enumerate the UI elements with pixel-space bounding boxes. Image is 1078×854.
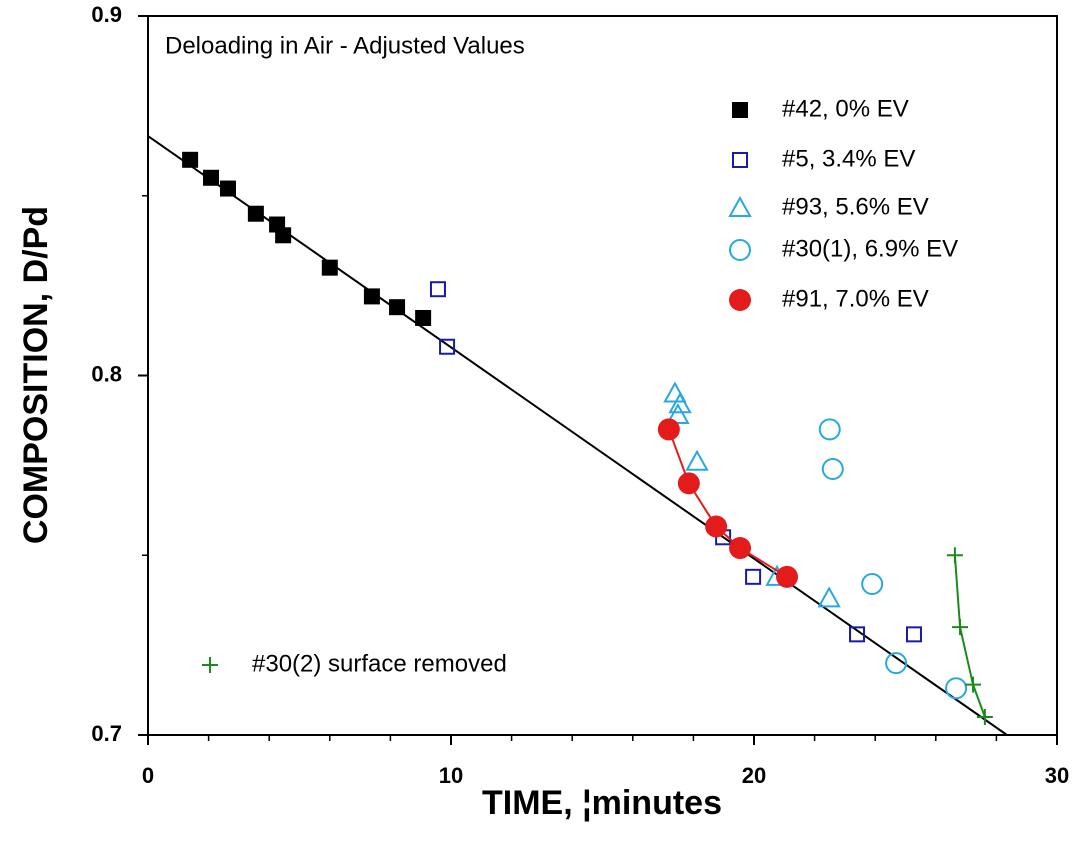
legend-marker: [728, 195, 752, 217]
legend-label: #93, 5.6% EV: [782, 193, 929, 220]
point: [219, 180, 236, 197]
point: [389, 299, 406, 316]
point: [677, 472, 700, 495]
x-tick-label: 10: [439, 763, 463, 788]
point: [182, 151, 199, 168]
series-line: [953, 555, 986, 718]
point: [821, 457, 844, 480]
legend-label: #30(1), 6.9% EV: [782, 235, 958, 262]
point: [275, 227, 292, 244]
x-tick-label: 20: [742, 763, 766, 788]
point: [817, 586, 841, 608]
point: [203, 169, 220, 186]
point: [849, 626, 866, 643]
point: [729, 537, 752, 560]
legend-label: #42, 0% EV: [782, 95, 909, 122]
legend-label: #5, 3.4% EV: [782, 145, 915, 172]
point: [745, 568, 762, 585]
point: [776, 565, 799, 588]
point: [905, 626, 922, 643]
point: [668, 392, 692, 414]
legend-label: #30(2) surface removed: [252, 650, 507, 677]
legend-marker: [202, 657, 218, 673]
y-tick-label: 0.9: [91, 2, 122, 27]
point: [685, 449, 709, 471]
annotation: Deloading in Air - Adjusted Values: [165, 32, 525, 59]
point: [885, 652, 908, 675]
point: [321, 259, 338, 276]
point: [666, 402, 690, 425]
point: [945, 677, 968, 700]
series-line: [667, 429, 788, 578]
point: [861, 573, 884, 596]
y-tick-label: 0.7: [91, 721, 122, 746]
legend-marker: [732, 102, 748, 118]
legend-marker: [729, 239, 751, 261]
point: [247, 205, 264, 222]
legend-marker: [729, 289, 751, 311]
y-axis-label: COMPOSITION, D/Pd: [17, 206, 55, 544]
point: [657, 418, 680, 441]
y-tick-label: 0.8: [91, 361, 122, 386]
x-tick-label: 30: [1045, 763, 1069, 788]
point: [439, 338, 456, 355]
point: [976, 709, 993, 726]
point: [818, 418, 841, 441]
point: [946, 547, 963, 564]
point: [952, 619, 969, 636]
point: [965, 676, 982, 693]
x-axis-label: TIME, ¦minutes: [482, 784, 722, 822]
point: [705, 515, 728, 538]
legend-label: #91, 7.0% EV: [782, 285, 929, 312]
point: [363, 288, 380, 305]
point: [429, 281, 446, 298]
legend-marker: [732, 152, 748, 168]
point: [415, 309, 432, 326]
x-tick-label: 0: [142, 763, 154, 788]
